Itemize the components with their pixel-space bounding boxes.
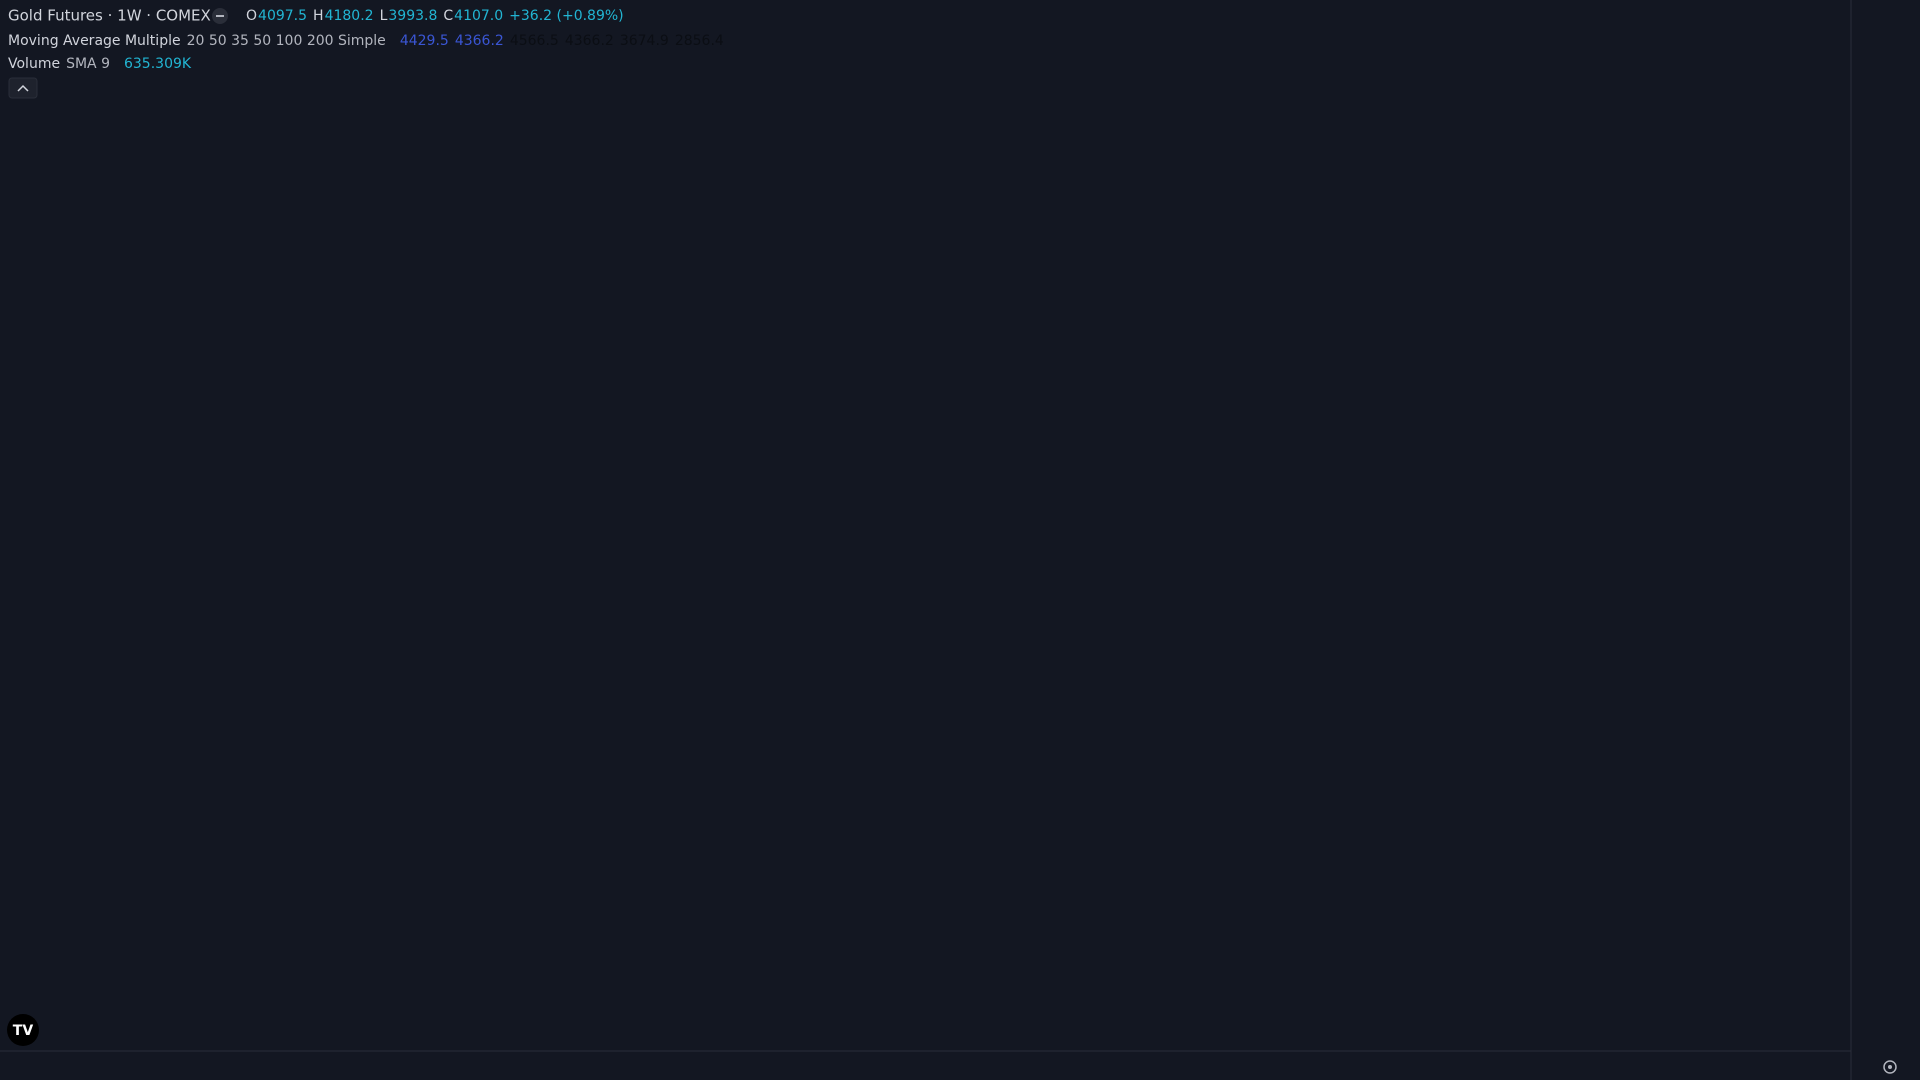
ma-params: 20 50 35 50 100 200 Simple xyxy=(187,33,386,49)
volume-name: Volume xyxy=(8,56,60,72)
ohlc-key: H xyxy=(313,8,324,24)
ma-value: 4366.2 xyxy=(565,33,614,49)
ma-value: 4429.5 xyxy=(400,33,449,49)
tradingview-logo[interactable]: TV xyxy=(7,1014,39,1046)
ohlc-value: 4107.0 xyxy=(454,8,503,24)
volume-value: 635.309K xyxy=(124,56,192,72)
svg-text:TV: TV xyxy=(13,1023,34,1039)
collapse-button[interactable] xyxy=(8,77,38,99)
ohlc-value: 3993.8 xyxy=(388,8,437,24)
ohlc-value: 4180.2 xyxy=(325,8,374,24)
settings-button[interactable] xyxy=(1883,1060,1897,1074)
ohlc-key: C xyxy=(443,8,453,24)
ohlc-key: O xyxy=(246,8,257,24)
ma-value: 4366.2 xyxy=(455,33,504,49)
ma-name: Moving Average Multiple xyxy=(8,33,181,49)
hide-button[interactable] xyxy=(212,8,228,24)
ohlc-value: 4097.5 xyxy=(258,8,307,24)
change: +36.2 (+0.89%) xyxy=(509,8,623,24)
symbol-title: Gold Futures · 1W · COMEX xyxy=(8,7,211,25)
volume-params: SMA 9 xyxy=(66,56,110,72)
ma-value: 3674.9 xyxy=(620,33,669,49)
ohlc-key: L xyxy=(380,8,388,24)
ma-value: 4566.5 xyxy=(510,33,559,49)
legend: Gold Futures · 1W · COMEX Moving Average… xyxy=(8,7,724,99)
ma-value: 2856.4 xyxy=(675,33,724,49)
